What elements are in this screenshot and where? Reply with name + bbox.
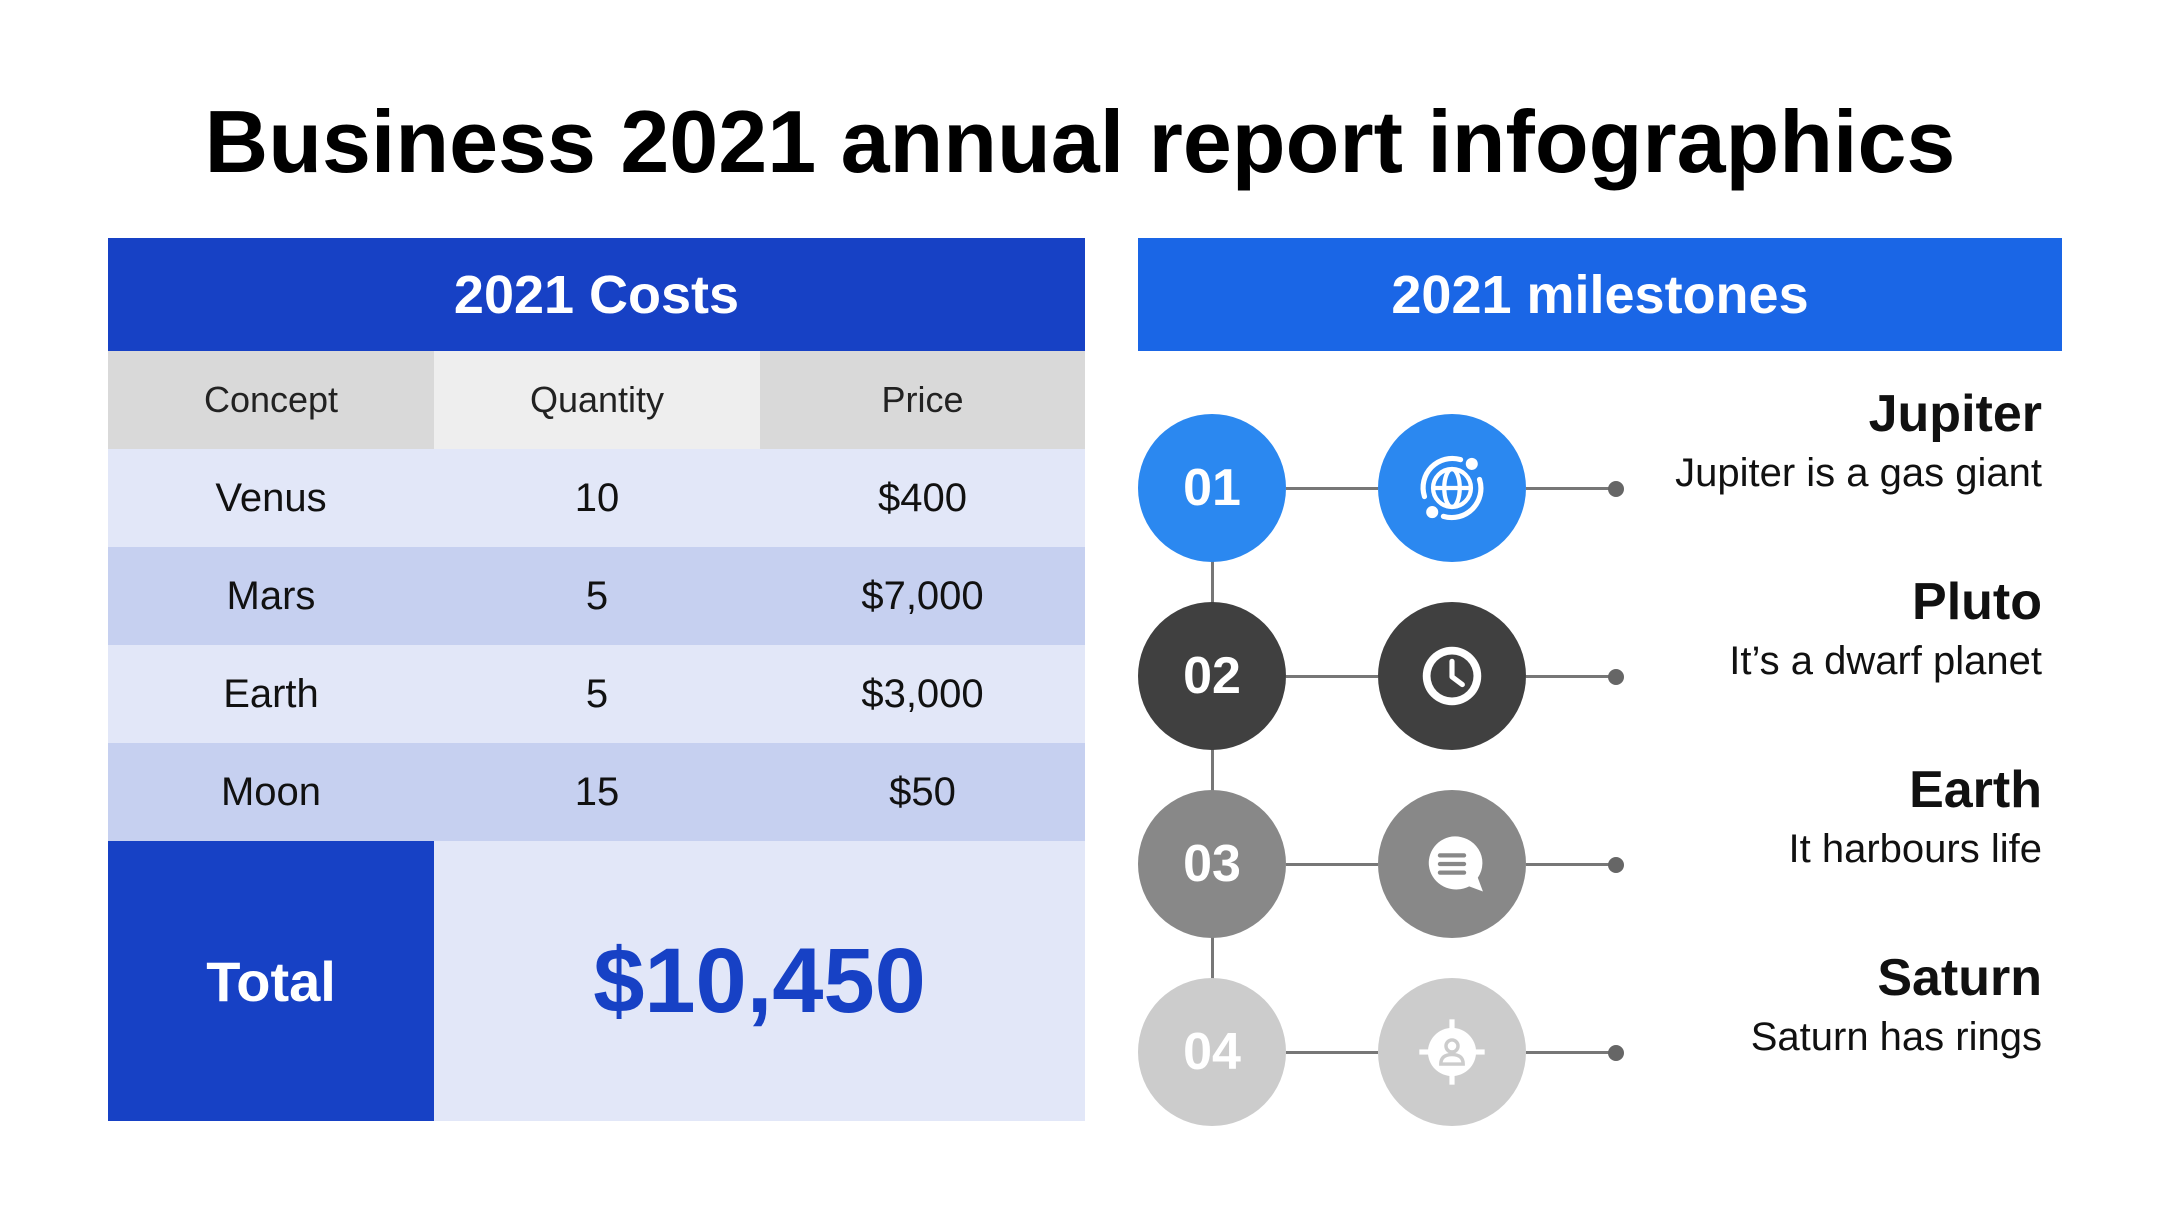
total-row: Total $10,450 <box>108 841 1085 1121</box>
cell-concept: Moon <box>108 743 434 841</box>
milestone-item: 04 Saturn Saturn has rings <box>0 949 2160 1128</box>
milestone-item: 02 Pluto It’s a dwarf planet <box>0 573 2160 752</box>
milestone-description: It’s a dwarf planet <box>1729 639 2042 683</box>
page-title: Business 2021 annual report infographics <box>204 92 1956 191</box>
milestone-text: Earth It harbours life <box>1789 758 2042 876</box>
table-row: Moon 15 $50 <box>108 743 1085 841</box>
connector-line <box>1286 1051 1378 1054</box>
milestone-text: Saturn Saturn has rings <box>1751 946 2042 1064</box>
milestone-item: 03 Earth It harbours life <box>0 761 2160 940</box>
milestone-item: 01 Jupiter Jupiter is a gas giant <box>0 385 2160 564</box>
milestone-name: Earth <box>1909 761 2042 819</box>
cell-quantity: 5 <box>434 645 760 743</box>
column-header-concept: Concept <box>108 351 434 449</box>
costs-column-headers: Concept Quantity Price <box>108 351 1085 449</box>
cell-quantity: 10 <box>434 449 760 547</box>
cell-price: $400 <box>760 449 1085 547</box>
connector-dot <box>1608 481 1624 497</box>
milestone-number: 01 <box>1138 414 1286 562</box>
milestone-name: Jupiter <box>1868 385 2042 443</box>
total-label: Total <box>108 841 434 1121</box>
cell-concept: Mars <box>108 547 434 645</box>
connector-dot <box>1608 1045 1624 1061</box>
connector-line <box>1526 487 1616 490</box>
milestone-description: It harbours life <box>1788 827 2042 871</box>
total-value: $10,450 <box>434 841 1085 1121</box>
clock-icon <box>1378 602 1526 750</box>
cell-price: $50 <box>760 743 1085 841</box>
milestone-number: 04 <box>1138 978 1286 1126</box>
milestones-header: 2021 milestones <box>1138 238 2062 351</box>
cell-price: $3,000 <box>760 645 1085 743</box>
table-row: Mars 5 $7,000 <box>108 547 1085 645</box>
connector-line <box>1286 863 1378 866</box>
milestone-name: Saturn <box>1877 949 2042 1007</box>
milestone-text: Jupiter Jupiter is a gas giant <box>1675 382 2042 500</box>
milestone-number: 03 <box>1138 790 1286 938</box>
milestone-text: Pluto It’s a dwarf planet <box>1729 570 2042 688</box>
table-row: Venus 10 $400 <box>108 449 1085 547</box>
connector-line <box>1526 1051 1616 1054</box>
globe-sync-icon <box>1378 414 1526 562</box>
milestone-number: 02 <box>1138 602 1286 750</box>
column-header-price: Price <box>760 351 1085 449</box>
column-header-quantity: Quantity <box>434 351 760 449</box>
milestone-name: Pluto <box>1912 573 2042 631</box>
cell-price: $7,000 <box>760 547 1085 645</box>
connector-line <box>1286 487 1378 490</box>
chat-bubble-icon <box>1378 790 1526 938</box>
milestone-description: Saturn has rings <box>1750 1015 2042 1059</box>
connector-dot <box>1608 669 1624 685</box>
costs-header: 2021 Costs <box>108 238 1085 351</box>
table-row: Earth 5 $3,000 <box>108 645 1085 743</box>
connector-dot <box>1608 857 1624 873</box>
cell-concept: Earth <box>108 645 434 743</box>
user-target-icon <box>1378 978 1526 1126</box>
milestone-description: Jupiter is a gas giant <box>1675 451 2042 495</box>
connector-line <box>1526 675 1616 678</box>
connector-line <box>1286 675 1378 678</box>
costs-table: 2021 Costs Concept Quantity Price Venus … <box>108 238 1085 1121</box>
cell-quantity: 5 <box>434 547 760 645</box>
connector-line <box>1526 863 1616 866</box>
cell-concept: Venus <box>108 449 434 547</box>
timeline-connector <box>1211 488 1214 1048</box>
cell-quantity: 15 <box>434 743 760 841</box>
